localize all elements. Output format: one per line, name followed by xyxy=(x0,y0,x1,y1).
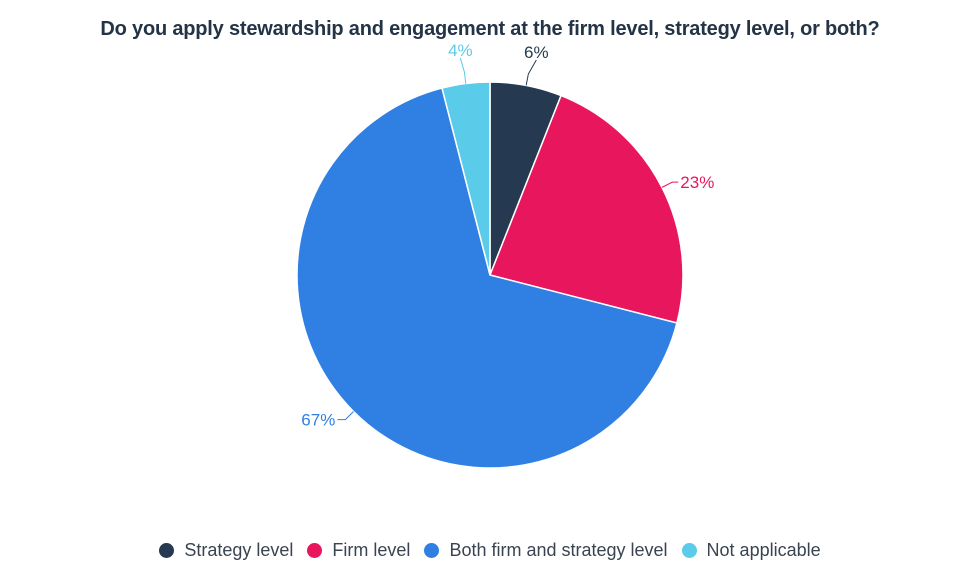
pie-slice-firm-level xyxy=(488,94,684,324)
data-label: 4% xyxy=(448,41,473,60)
legend-item: Not applicable xyxy=(681,540,821,561)
pie-slices xyxy=(296,81,684,469)
leader-line xyxy=(661,181,679,188)
pie-slice-both-firm-and-strategy-level xyxy=(296,87,678,469)
data-label: 67% xyxy=(301,411,335,430)
legend-item: Firm level xyxy=(307,540,410,561)
legend-item: Strategy level xyxy=(159,540,293,561)
legend-label: Both firm and strategy level xyxy=(449,540,668,560)
legend-swatch-icon xyxy=(681,543,697,558)
data-label: 6% xyxy=(524,43,549,62)
leader-line xyxy=(459,57,467,84)
legend: Strategy level Firm level Both firm and st… xyxy=(0,540,980,561)
pie-slice-not-applicable xyxy=(441,81,491,276)
legend-label: Firm level xyxy=(332,540,411,560)
data-label: 23% xyxy=(680,173,714,192)
legend-item: Both firm and strategy level xyxy=(424,540,668,561)
leader-line xyxy=(337,411,354,421)
legend-swatch-icon xyxy=(159,543,175,558)
legend-label: Strategy level xyxy=(184,540,294,560)
pie-leader-lines xyxy=(337,57,679,421)
legend-swatch-icon xyxy=(307,543,323,558)
pie-data-labels: 6% 23% 67% 4% xyxy=(301,41,714,430)
chart-title: Do you apply stewardship and engagement … xyxy=(100,18,880,40)
legend-swatch-icon xyxy=(424,543,440,558)
leader-line xyxy=(525,59,537,86)
legend-label: Not applicable xyxy=(706,540,821,560)
